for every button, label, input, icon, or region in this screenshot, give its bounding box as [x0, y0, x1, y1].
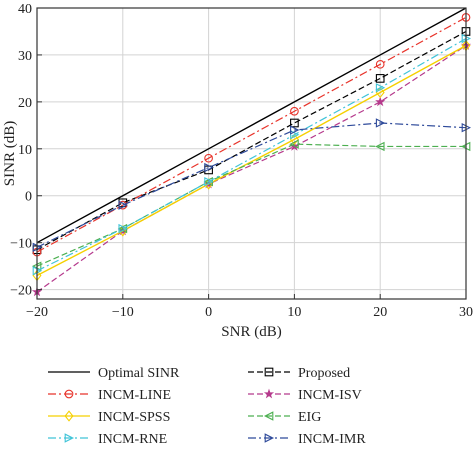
grid [36, 7, 467, 299]
series-line [36, 45, 467, 293]
series-incm-spss [32, 39, 471, 282]
series-optimal-sinr [36, 7, 467, 244]
triangle-right-marker [118, 223, 128, 234]
triangle-right-marker [375, 83, 386, 93]
y-tick-label: 40 [18, 2, 32, 17]
diamond-marker [64, 410, 74, 422]
y-axis-label: SINR (dB) [2, 121, 18, 186]
triangle-right-marker [264, 433, 275, 443]
y-tick-label: 30 [18, 49, 32, 64]
triangle-left-marker [263, 411, 274, 421]
y-tick-label: 20 [18, 96, 32, 111]
legend-entry: INCM-SPSS [48, 410, 170, 425]
triangle-left-marker [289, 139, 299, 149]
y-tick-label: 10 [18, 143, 32, 158]
legend-label: Proposed [298, 366, 350, 381]
circle-marker [204, 153, 213, 163]
plot-frame [36, 7, 467, 300]
series-incm-rne [32, 33, 472, 276]
legend-label: EIG [298, 410, 321, 425]
series-line [36, 37, 467, 272]
circle-marker [375, 59, 385, 69]
x-tick-label: −10 [112, 305, 134, 320]
legend-label: INCM-SPSS [98, 410, 170, 425]
series-line [36, 122, 467, 248]
star-marker [375, 96, 386, 107]
x-tick-label: 30 [459, 305, 473, 320]
x-tick-label: 20 [373, 305, 387, 320]
x-axis-label: SNR (dB) [221, 324, 281, 340]
triangle-right-marker [204, 176, 214, 187]
triangle-right-marker [375, 118, 386, 128]
triangle-right-marker [290, 125, 300, 135]
x-tick-label: −20 [26, 305, 48, 320]
legend-label: INCM-IMR [298, 432, 366, 447]
legend-label: INCM-LINE [98, 388, 171, 403]
legend-entry: INCM-RNE [48, 432, 167, 447]
x-tick-label: 10 [287, 305, 301, 320]
legend-entry: Optimal SINR [48, 366, 180, 381]
legend-entry: INCM-IMR [248, 432, 366, 447]
triangle-right-marker [290, 130, 300, 140]
legend-entry: EIG [248, 410, 321, 425]
series-line [36, 16, 467, 253]
series-eig [31, 139, 471, 271]
series-line [36, 7, 467, 244]
circle-marker [64, 389, 74, 399]
star-marker [263, 388, 275, 399]
legend: Optimal SINR Proposed INCM-LINE INCM-ISV INC… [48, 366, 366, 447]
triangle-left-marker [375, 141, 385, 152]
triangle-right-marker [64, 433, 75, 443]
square-marker [264, 367, 274, 377]
y-tick-label: 0 [25, 190, 32, 205]
series-incm-imr [32, 118, 472, 253]
legend-label: INCM-ISV [298, 388, 362, 403]
square-marker [290, 118, 299, 128]
series-incm-line [32, 13, 471, 257]
y-tick-label: −10 [10, 237, 32, 252]
triangle-right-marker [118, 200, 128, 210]
y-tick-label: −20 [10, 284, 32, 299]
circle-marker [290, 106, 299, 116]
x-tick-label: 0 [205, 305, 212, 320]
series-proposed [32, 27, 471, 255]
series-line [36, 44, 467, 277]
legend-entry: INCM-LINE [48, 388, 171, 403]
ticks: −20 −10 0 10 20 30 −20 −10 0 10 20 30 40 [10, 2, 473, 320]
legend-entry: Proposed [248, 366, 350, 381]
legend-label: Optimal SINR [98, 366, 180, 381]
series-line [36, 143, 466, 267]
series-layer [31, 7, 472, 297]
legend-label: INCM-RNE [98, 432, 167, 447]
square-marker [375, 74, 385, 83]
legend-entry: INCM-ISV [248, 388, 362, 403]
triangle-right-marker [204, 162, 214, 173]
series-line [36, 30, 467, 251]
